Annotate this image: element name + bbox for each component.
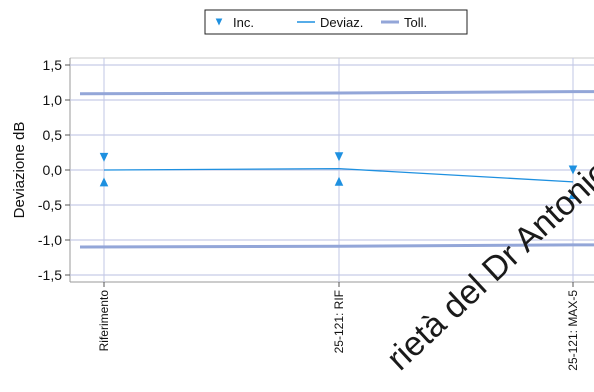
series-deviaz-line <box>103 167 574 183</box>
legend-box <box>204 9 468 35</box>
watermark-text: rietà del Dr Antonio <box>380 153 594 378</box>
y-axis-title: Deviazione dB <box>11 122 28 219</box>
series-inc-upper-marker <box>99 152 109 162</box>
y-tick-label: 1,0 <box>43 92 63 108</box>
x-category-label: Riferimento <box>97 290 111 352</box>
series-inc-lower-marker <box>99 177 109 187</box>
y-tick-label: -1,0 <box>38 232 62 248</box>
x-category-label: 25-121: MAX-5 <box>566 290 580 371</box>
x-category-label: 25-121: RIF <box>332 290 346 353</box>
series-toll-upper-line <box>79 90 594 96</box>
series-inc-upper-marker <box>568 165 578 175</box>
y-tick-label: -0,5 <box>38 197 62 213</box>
series-inc-lower-marker <box>334 176 344 186</box>
series-inc-lower-marker <box>568 190 578 199</box>
legend-toll-label: Toll. <box>404 15 427 30</box>
y-tick-label: 0,0 <box>43 162 63 178</box>
series-inc-upper-marker <box>334 152 344 162</box>
legend-deviaz-label: Deviaz. <box>320 15 363 30</box>
y-tick-label: 1,5 <box>43 57 63 73</box>
legend-inc-marker <box>215 18 223 26</box>
legend-inc-label: Inc. <box>233 15 254 30</box>
y-tick-label: -1,5 <box>38 267 62 283</box>
series-toll-lower-line <box>79 243 594 249</box>
y-tick-label: 0,5 <box>43 127 63 143</box>
